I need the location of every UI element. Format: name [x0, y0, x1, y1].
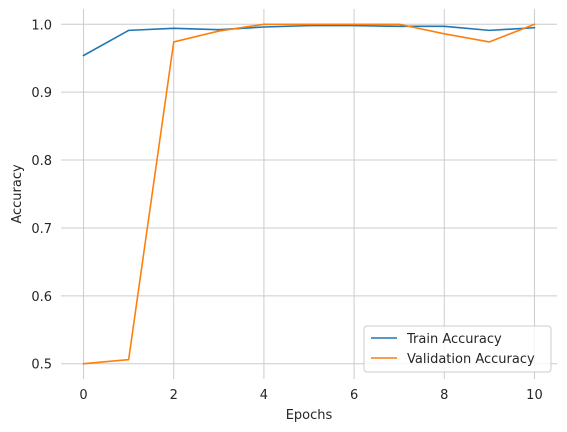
- series-line-validation-accuracy: [82, 23, 536, 365]
- y-tick-label: 0.7: [31, 222, 52, 237]
- x-tick-label: 4: [260, 388, 268, 403]
- y-tick-label: 0.9: [31, 86, 52, 101]
- data-series: [82, 23, 536, 365]
- x-tick-label: 8: [440, 388, 448, 403]
- y-tick-label: 0.5: [31, 358, 52, 373]
- plot-area: [61, 9, 557, 379]
- x-tick-label: 0: [79, 388, 87, 403]
- legend-entry-label: Train Accuracy: [406, 332, 502, 347]
- x-tick-label: 2: [170, 388, 178, 403]
- x-tick-label: 6: [350, 388, 358, 403]
- legend-box: [363, 325, 552, 373]
- legend-entry-label: Validation Accuracy: [407, 352, 535, 367]
- grid-lines: [61, 9, 557, 379]
- x-tick-label: 10: [526, 388, 543, 403]
- y-axis-label: Accuracy: [10, 164, 25, 224]
- series-line-train-accuracy: [82, 24, 536, 57]
- y-tick-label: 1.0: [31, 18, 52, 33]
- y-tick-label: 0.8: [31, 154, 52, 169]
- legend: Train Accuracy Validation Accuracy: [363, 325, 552, 373]
- x-axis-label: Epochs: [286, 408, 333, 423]
- y-tick-label: 0.6: [31, 290, 52, 305]
- tick-labels: 0 2 4 6 8 10 0.5 0.6 0.7 0.8 0.9 1.0: [31, 18, 542, 403]
